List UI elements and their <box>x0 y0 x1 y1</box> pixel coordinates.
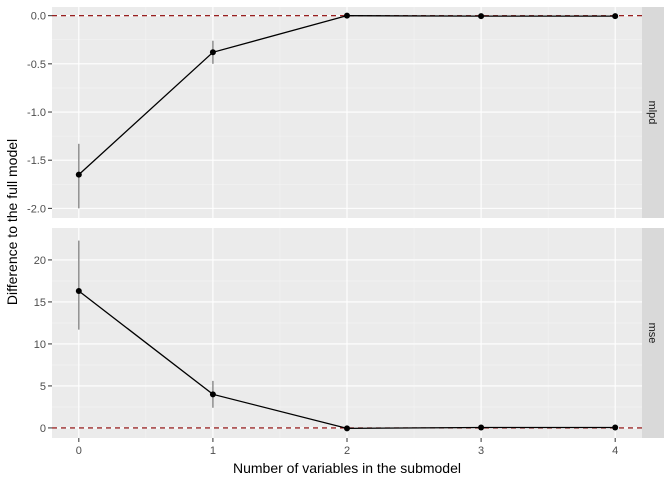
y-axis-title: Difference to the full model <box>4 139 20 305</box>
x-tick-label: 1 <box>210 445 216 457</box>
data-point <box>612 13 619 20</box>
data-point <box>344 12 350 19</box>
data-point <box>478 424 485 431</box>
y-tick-label: 5 <box>40 381 46 393</box>
data-point <box>478 13 485 20</box>
panel-mlpd: 0.0 -0.5 -1.0 -1.5 -2.0 mlpd <box>27 7 664 218</box>
data-point <box>75 171 82 178</box>
x-tick-label: 2 <box>344 445 350 457</box>
x-tick-label: 4 <box>612 445 618 457</box>
y-tick-label: -2.0 <box>27 203 46 215</box>
y-tick-label: 0.0 <box>31 11 46 23</box>
x-axis-title: Number of variables in the submodel <box>233 460 461 476</box>
data-point <box>209 391 216 398</box>
facet-strip <box>642 7 664 218</box>
data-point <box>209 49 216 56</box>
y-tick-label: 10 <box>34 339 46 351</box>
facet-panels: 0.0 -0.5 -1.0 -1.5 -2.0 mlpd 0 5 10 15 20 mse 0 1 2 3 4 <box>27 7 664 457</box>
data-point <box>75 288 82 294</box>
y-tick-label: -0.5 <box>27 59 46 71</box>
x-tick-label: 0 <box>76 445 82 457</box>
y-tick-label: 0 <box>40 423 46 435</box>
data-point <box>612 424 619 431</box>
panel-mse: 0 5 10 15 20 mse <box>34 228 664 438</box>
x-tick-label: 3 <box>478 445 484 457</box>
facet-strip <box>642 228 664 438</box>
y-tick-label: -1.5 <box>27 155 46 167</box>
y-tick-label: 15 <box>34 297 46 309</box>
y-tick-label: -1.0 <box>27 107 46 119</box>
facet-strip-label: mse <box>646 323 658 344</box>
data-point <box>344 425 350 432</box>
y-tick-label: 20 <box>34 255 46 267</box>
facet-strip-label: mlpd <box>646 101 658 125</box>
